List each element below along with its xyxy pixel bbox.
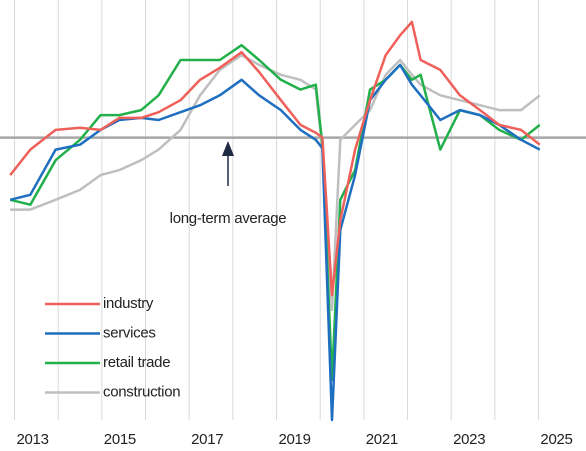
series-line — [9, 43, 541, 382]
lines — [9, 20, 541, 422]
legend-label: industry — [103, 295, 154, 312]
x-tick-label: 2019 — [278, 431, 310, 448]
x-tick-label: 2015 — [104, 431, 136, 448]
x-tick-label: 2025 — [540, 431, 572, 448]
x-tick-label: 2023 — [453, 431, 485, 448]
x-tick-label: 2017 — [191, 431, 223, 448]
arrow-head — [222, 141, 234, 156]
series-line — [9, 20, 541, 297]
annotation: long-term average — [170, 210, 287, 227]
grid — [0, 0, 586, 420]
legend-label: services — [103, 324, 156, 341]
legend-label: construction — [103, 383, 180, 400]
x-tick-label: 2021 — [366, 431, 398, 448]
x-tick-label: 2013 — [16, 431, 48, 448]
legend-label: retail trade — [103, 354, 170, 371]
series-line — [9, 63, 541, 422]
